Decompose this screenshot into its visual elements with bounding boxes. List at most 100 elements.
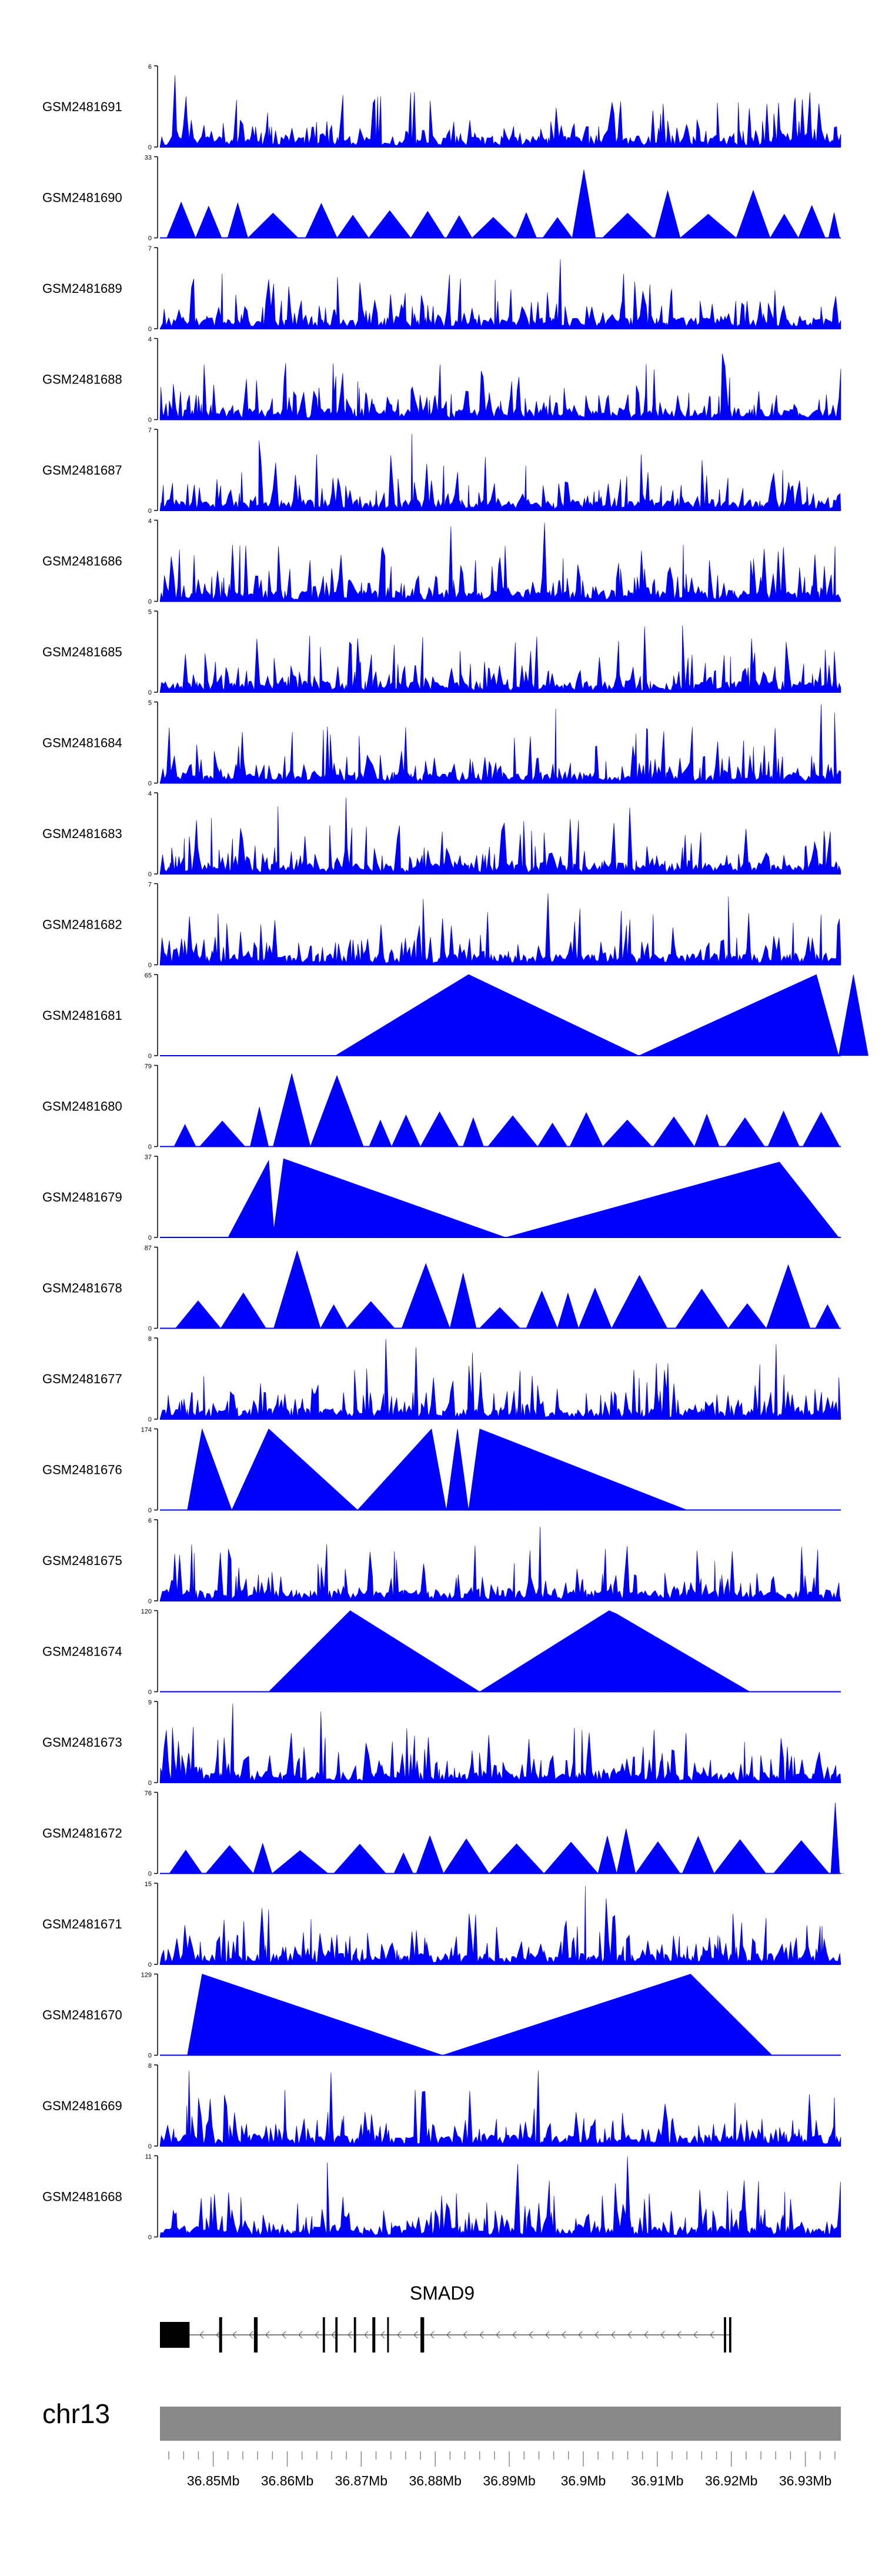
strand-arrow bbox=[578, 2331, 583, 2339]
y-max-label: 6 bbox=[148, 64, 152, 71]
strand-arrow bbox=[397, 2331, 402, 2339]
track-GSM2481678: GSM2481678 87 0 bbox=[42, 1245, 841, 1333]
strand-arrow bbox=[199, 2331, 204, 2339]
track-GSM2481677: GSM2481677 8 0 bbox=[42, 1336, 841, 1423]
strand-arrow bbox=[430, 2331, 435, 2339]
y-max-label: 37 bbox=[145, 1154, 152, 1161]
y-max-label: 87 bbox=[145, 1245, 152, 1252]
y-min-label: 0 bbox=[148, 144, 152, 151]
exon-block bbox=[372, 2317, 376, 2353]
coverage-area bbox=[159, 75, 841, 148]
coverage-tracks: GSM248169160GSM2481690330GSM248168970GSM… bbox=[42, 64, 868, 2241]
track-label: GSM2481683 bbox=[42, 826, 122, 841]
strand-arrow bbox=[644, 2331, 649, 2339]
y-min-label: 0 bbox=[148, 326, 152, 333]
track-label: GSM2481687 bbox=[42, 463, 122, 478]
strand-arrow bbox=[512, 2331, 517, 2339]
y-max-label: 120 bbox=[141, 1609, 152, 1616]
track-label: GSM2481670 bbox=[42, 2008, 122, 2023]
track-GSM2481674: GSM2481674 120 0 bbox=[42, 1609, 841, 1696]
y-min-label: 0 bbox=[148, 1326, 152, 1333]
track-GSM2481668: GSM2481668 11 0 bbox=[42, 2154, 841, 2241]
y-min-label: 0 bbox=[148, 1598, 152, 1605]
track-GSM2481684: GSM2481684 5 0 bbox=[42, 700, 841, 788]
y-max-label: 7 bbox=[148, 245, 152, 252]
y-max-label: 174 bbox=[141, 1427, 152, 1434]
exon-block bbox=[420, 2317, 425, 2353]
track-label: GSM2481680 bbox=[42, 1099, 122, 1114]
coverage-area bbox=[159, 2070, 841, 2147]
coverage-area bbox=[268, 1610, 751, 1692]
track-GSM2481670: GSM2481670 129 0 bbox=[42, 1972, 841, 2060]
exon-block bbox=[322, 2317, 325, 2353]
strand-arrow bbox=[463, 2331, 467, 2339]
coverage-area bbox=[159, 2156, 841, 2237]
axis-tick-label: 36.86Mb bbox=[261, 2473, 314, 2488]
axis-tick-label: 36.89Mb bbox=[483, 2473, 536, 2488]
y-max-label: 9 bbox=[148, 1699, 152, 1706]
exon-block bbox=[335, 2317, 338, 2353]
strand-arrow bbox=[660, 2331, 665, 2339]
axis-tick-label: 36.9Mb bbox=[561, 2473, 606, 2488]
coverage-area bbox=[159, 1703, 841, 1783]
track-label: GSM2481677 bbox=[42, 1372, 122, 1386]
y-min-label: 0 bbox=[148, 1144, 152, 1151]
gene-name-label: SMAD9 bbox=[410, 2283, 475, 2304]
track-label: GSM2481681 bbox=[42, 1008, 122, 1023]
strand-arrow bbox=[249, 2331, 253, 2339]
track-GSM2481679: GSM2481679 37 0 bbox=[42, 1154, 841, 1242]
exon-block bbox=[219, 2317, 222, 2353]
track-GSM2481688: GSM2481688 4 0 bbox=[42, 336, 841, 424]
track-label: GSM2481690 bbox=[42, 191, 122, 205]
axis-tick-label: 36.93Mb bbox=[779, 2473, 832, 2488]
y-min-label: 0 bbox=[148, 962, 152, 969]
track-GSM2481687: GSM2481687 7 0 bbox=[42, 427, 841, 515]
track-label: GSM2481675 bbox=[42, 1553, 122, 1568]
strand-arrow bbox=[380, 2331, 385, 2339]
exon-block bbox=[729, 2317, 731, 2353]
track-label: GSM2481689 bbox=[42, 281, 122, 296]
track-GSM2481675: GSM2481675 6 0 bbox=[42, 1517, 841, 1605]
strand-arrow bbox=[677, 2331, 681, 2339]
y-max-label: 15 bbox=[145, 1881, 152, 1888]
y-max-label: 65 bbox=[145, 972, 152, 979]
strand-arrow bbox=[282, 2331, 286, 2339]
track-GSM2481691: GSM2481691 6 0 bbox=[42, 64, 841, 151]
track-GSM2481689: GSM2481689 7 0 bbox=[42, 245, 841, 333]
strand-arrow bbox=[315, 2331, 319, 2339]
genome-axis: chr13 36.85Mb 36.86Mb 36.87Mb 36.88Mb 36.89M… bbox=[42, 2398, 841, 2488]
track-label: GSM2481685 bbox=[42, 645, 122, 659]
y-min-label: 0 bbox=[148, 1871, 152, 1878]
coverage-area bbox=[159, 1339, 841, 1420]
y-min-label: 0 bbox=[148, 2143, 152, 2150]
exon-block bbox=[160, 2322, 190, 2348]
track-label: GSM2481674 bbox=[42, 1644, 122, 1659]
strand-arrow bbox=[710, 2331, 714, 2339]
y-max-label: 8 bbox=[148, 1336, 152, 1343]
strand-arrow bbox=[413, 2331, 418, 2339]
y-min-label: 0 bbox=[148, 1780, 152, 1787]
track-GSM2481673: GSM2481673 9 0 bbox=[42, 1699, 841, 1787]
track-GSM2481681: GSM2481681 65 0 bbox=[42, 972, 868, 1060]
y-min-label: 0 bbox=[148, 508, 152, 515]
y-min-label: 0 bbox=[148, 1507, 152, 1514]
y-max-label: 79 bbox=[145, 1063, 152, 1070]
gene-track: SMAD9 bbox=[160, 2283, 731, 2353]
coverage-area bbox=[159, 434, 841, 511]
strand-arrow bbox=[693, 2331, 698, 2339]
coverage-area bbox=[173, 1073, 841, 1147]
y-min-label: 0 bbox=[148, 1961, 152, 1968]
y-min-label: 0 bbox=[148, 1416, 152, 1423]
y-max-label: 6 bbox=[148, 1517, 152, 1524]
y-max-label: 4 bbox=[148, 518, 152, 525]
y-max-label: 8 bbox=[148, 2063, 152, 2070]
exon-block bbox=[724, 2317, 726, 2353]
y-max-label: 76 bbox=[145, 1790, 152, 1797]
track-label: GSM2481672 bbox=[42, 1826, 122, 1841]
y-max-label: 129 bbox=[141, 1972, 152, 1979]
track-label: GSM2481669 bbox=[42, 2098, 122, 2113]
y-max-label: 5 bbox=[148, 700, 152, 707]
strand-arrow bbox=[529, 2331, 533, 2339]
strand-arrow bbox=[496, 2331, 500, 2339]
exon-block bbox=[253, 2317, 258, 2353]
